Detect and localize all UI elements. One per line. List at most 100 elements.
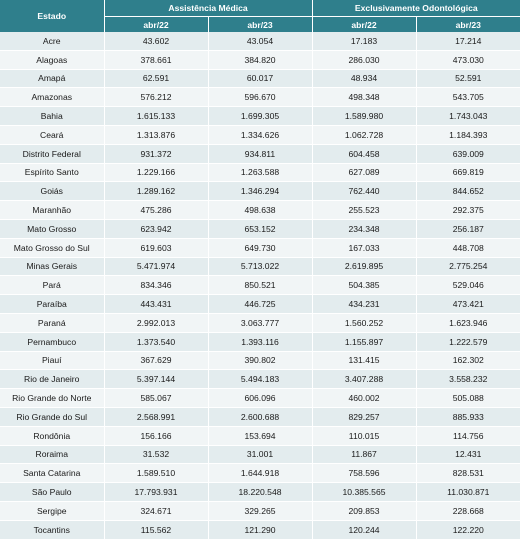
- cell-am-abr22: 17.793.931: [103, 482, 208, 502]
- cell-am-abr23: 498.638: [207, 200, 313, 220]
- cell-estado: Goiás: [0, 181, 104, 202]
- cell-am-abr23: 1.263.588: [207, 163, 313, 183]
- cell-eo-abr23: 3.558.232: [415, 369, 520, 390]
- table-row: Distrito Federal 931.372 934.811 604.458 639…: [0, 144, 520, 164]
- cell-eo-abr22: 120.244: [311, 520, 417, 540]
- cell-am-abr22: 31.532: [103, 445, 208, 465]
- cell-estado: Amapá: [0, 69, 104, 89]
- cell-eo-abr22: 829.257: [311, 407, 417, 427]
- cell-eo-abr22: 498.348: [311, 87, 417, 108]
- cell-estado: Sergipe: [0, 501, 104, 521]
- cell-estado: Alagoas: [0, 50, 104, 70]
- cell-eo-abr22: 3.407.288: [311, 369, 417, 390]
- cell-eo-abr23: 1.623.946: [415, 313, 520, 333]
- cell-eo-abr23: 17.214: [415, 32, 520, 51]
- cell-estado: Bahia: [0, 106, 104, 126]
- cell-am-abr22: 1.229.166: [103, 163, 208, 183]
- cell-am-abr23: 1.393.116: [207, 332, 313, 352]
- cell-eo-abr23: 12.431: [415, 445, 520, 465]
- cell-am-abr23: 31.001: [207, 445, 313, 465]
- cell-am-abr22: 475.286: [103, 200, 208, 220]
- cell-eo-abr22: 1.560.252: [311, 313, 417, 333]
- table-row: Rio de Janeiro 5.397.144 5.494.183 3.407.28…: [0, 369, 520, 390]
- cell-am-abr23: 384.820: [207, 50, 313, 70]
- cell-am-abr22: 619.603: [103, 238, 208, 258]
- cell-eo-abr22: 131.415: [311, 351, 417, 371]
- cell-am-abr22: 115.562: [103, 520, 208, 540]
- cell-estado: Mato Grosso: [0, 219, 104, 239]
- cell-am-abr23: 649.730: [207, 238, 313, 258]
- cell-estado: Roraima: [0, 445, 104, 465]
- cell-am-abr23: 3.063.777: [207, 313, 313, 333]
- cell-eo-abr22: 434.231: [311, 294, 417, 314]
- cell-am-abr22: 156.166: [103, 426, 208, 446]
- cell-eo-abr22: 1.062.728: [311, 125, 417, 145]
- cell-estado: Mato Grosso do Sul: [0, 238, 104, 258]
- cell-eo-abr22: 48.934: [311, 69, 417, 89]
- cell-am-abr22: 324.671: [103, 501, 208, 521]
- cell-eo-abr23: 162.302: [415, 351, 520, 371]
- cell-eo-abr23: 114.756: [415, 426, 520, 446]
- cell-estado: Amazonas: [0, 87, 104, 108]
- cell-am-abr23: 5.713.022: [207, 257, 313, 277]
- cell-am-abr22: 585.067: [103, 388, 208, 408]
- cell-estado: Santa Catarina: [0, 463, 104, 484]
- cell-am-abr23: 1.644.918: [207, 463, 313, 484]
- table-row: Mato Grosso do Sul 619.603 649.730 167.033 4…: [0, 238, 520, 258]
- cell-eo-abr23: 505.088: [415, 388, 520, 408]
- column-header-eo-abr23: abr/23: [415, 16, 520, 32]
- cell-am-abr23: 153.694: [207, 426, 313, 446]
- cell-eo-abr22: 167.033: [311, 238, 417, 258]
- cell-am-abr23: 596.670: [207, 87, 313, 108]
- cell-estado: Paraná: [0, 313, 104, 333]
- cell-am-abr22: 834.346: [103, 275, 208, 296]
- header-row-groups: Estado Assistência Médica Exclusivamente…: [0, 0, 520, 32]
- cell-estado: Rio Grande do Norte: [0, 388, 104, 408]
- cell-eo-abr23: 1.743.043: [415, 106, 520, 126]
- table-row: Pará 834.346 850.521 504.385 529.046: [0, 275, 520, 296]
- table-row: Amazonas 576.212 596.670 498.348 543.705: [0, 87, 520, 108]
- cell-eo-abr23: 828.531: [415, 463, 520, 484]
- cell-eo-abr23: 1.184.393: [415, 125, 520, 145]
- table-row: Tocantins 115.562 121.290 120.244 122.220: [0, 520, 520, 540]
- cell-am-abr23: 1.346.294: [207, 181, 313, 202]
- cell-eo-abr23: 473.030: [415, 50, 520, 70]
- cell-eo-abr23: 292.375: [415, 200, 520, 220]
- cell-estado: Distrito Federal: [0, 144, 104, 164]
- cell-eo-abr22: 627.089: [311, 163, 417, 183]
- cell-am-abr22: 576.212: [103, 87, 208, 108]
- column-header-am-abr22: abr/22: [104, 16, 208, 32]
- cell-estado: Rio Grande do Sul: [0, 407, 104, 427]
- table-row: Santa Catarina 1.589.510 1.644.918 758.596 8…: [0, 463, 520, 484]
- cell-eo-abr22: 1.155.897: [311, 332, 417, 352]
- table-body: Acre 43.602 43.054 17.183 17.214 Alagoas 378.6…: [0, 32, 520, 540]
- cell-am-abr22: 931.372: [103, 144, 208, 164]
- cell-eo-abr23: 1.222.579: [415, 332, 520, 352]
- cell-am-abr22: 378.661: [103, 50, 208, 70]
- cell-am-abr23: 121.290: [207, 520, 313, 540]
- table-row: São Paulo 17.793.931 18.220.548 10.385.565 1…: [0, 482, 520, 502]
- cell-am-abr23: 446.725: [207, 294, 313, 314]
- cell-am-abr22: 1.289.162: [103, 181, 208, 202]
- cell-estado: Maranhão: [0, 200, 104, 220]
- cell-am-abr23: 606.096: [207, 388, 313, 408]
- table-row: Espírito Santo 1.229.166 1.263.588 627.089 6…: [0, 163, 520, 183]
- cell-eo-abr23: 669.819: [415, 163, 520, 183]
- cell-am-abr22: 1.373.540: [103, 332, 208, 352]
- table-row: Maranhão 475.286 498.638 255.523 292.375: [0, 200, 520, 220]
- cell-estado: Espírito Santo: [0, 163, 104, 183]
- cell-am-abr22: 5.471.974: [103, 257, 208, 277]
- cell-eo-abr22: 460.002: [311, 388, 417, 408]
- cell-am-abr23: 1.334.626: [207, 125, 313, 145]
- cell-am-abr23: 60.017: [207, 69, 313, 89]
- cell-eo-abr23: 11.030.871: [415, 482, 520, 502]
- table-row: Minas Gerais 5.471.974 5.713.022 2.619.895 2…: [0, 257, 520, 277]
- cell-am-abr22: 5.397.144: [103, 369, 208, 390]
- cell-eo-abr23: 448.708: [415, 238, 520, 258]
- cell-eo-abr22: 2.619.895: [311, 257, 417, 277]
- cell-eo-abr22: 110.015: [311, 426, 417, 446]
- table-row: Acre 43.602 43.054 17.183 17.214: [0, 32, 520, 51]
- table-row: Rio Grande do Norte 585.067 606.096 460.002…: [0, 388, 520, 408]
- cell-estado: Acre: [0, 32, 104, 51]
